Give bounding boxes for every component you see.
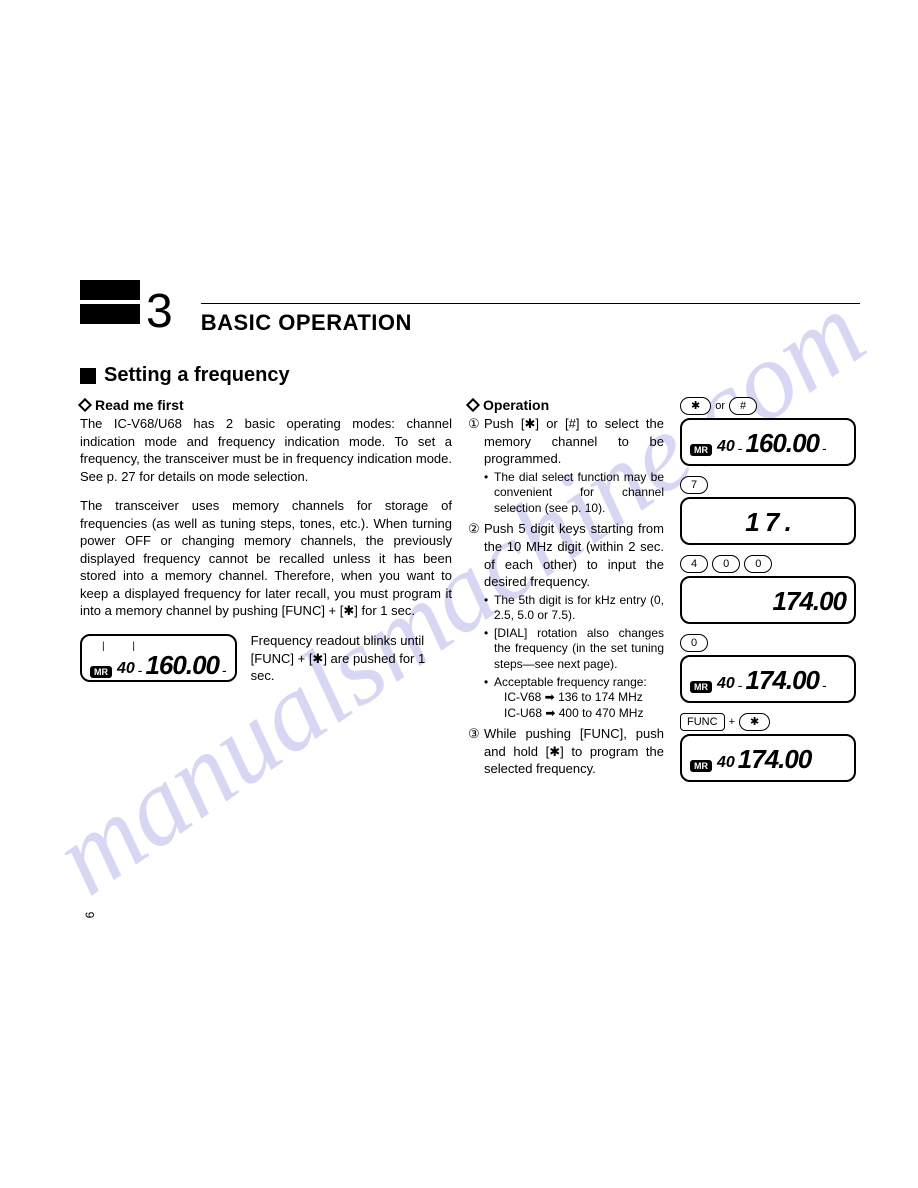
step-2-bullet-3: Acceptable frequency range: IC-V68 ➡ 136… — [484, 675, 664, 722]
read-first-heading: Read me first — [80, 397, 452, 413]
key-row-1: ✱ or # — [680, 397, 856, 415]
lcd-4: MR 40 - 174.00 - — [680, 655, 856, 703]
range-v68: IC-V68 ➡ 136 to 174 MHz — [504, 690, 664, 706]
mr-badge: MR — [690, 681, 712, 693]
lcd-note: Frequency readout blinks until [FUNC] + … — [251, 632, 452, 685]
lcd-example: | | MR 40 - 160.00 - — [80, 634, 237, 682]
key-row-4: 0 — [680, 634, 856, 652]
square-bullet-icon — [80, 368, 96, 384]
lcd-3: 174.00 — [680, 576, 856, 624]
lcd1-freq: 160.00 — [745, 430, 819, 456]
lcd-freq: 160.00 — [145, 652, 219, 678]
step-3-text: While pushing [FUNC], push and hold [✱] … — [484, 726, 664, 776]
operation-heading: Operation — [468, 397, 664, 413]
lcd-channel: 40 — [117, 660, 135, 678]
key-hash: # — [729, 397, 757, 415]
lcd-5: MR 40 174.00 — [680, 734, 856, 782]
lcd5-freq: 174.00 — [738, 746, 812, 772]
key-row-3: 4 0 0 — [680, 555, 856, 573]
diamond-icon — [78, 398, 92, 412]
key-4: 4 — [680, 555, 708, 573]
step-3: ③ While pushing [FUNC], push and hold [✱… — [468, 725, 664, 778]
diamond-icon — [466, 398, 480, 412]
lcd4-freq: 174.00 — [745, 667, 819, 693]
mr-badge: MR — [690, 444, 712, 456]
mid-column: Operation ① Push [✱] or [#] to select th… — [468, 397, 664, 792]
lcd5-ch: 40 — [717, 754, 735, 772]
mr-badge: MR — [90, 666, 112, 678]
step-2-text: Push 5 digit keys starting from the 10 M… — [484, 521, 664, 589]
step-2-bullet-2: [DIAL] rotation also changes the frequen… — [484, 626, 664, 673]
plus-label: + — [729, 716, 735, 728]
key-star-2: ✱ — [739, 713, 770, 731]
chapter-header: 3 BASIC OPERATION — [80, 280, 860, 336]
key-0c: 0 — [680, 634, 708, 652]
chapter-bars-icon — [80, 280, 140, 328]
key-row-5: FUNC + ✱ — [680, 713, 856, 731]
lcd3-freq: 174.00 — [772, 588, 846, 614]
key-row-2: 7 — [680, 476, 856, 494]
section-title-text: Setting a frequency — [104, 364, 290, 387]
left-column: Read me first The IC-V68/U68 has 2 basic… — [80, 397, 452, 792]
range-u68: IC-U68 ➡ 400 to 470 MHz — [504, 706, 664, 722]
chapter-number: 3 — [146, 288, 173, 336]
chapter-title: BASIC OPERATION — [201, 310, 860, 336]
page-number: 9 — [82, 912, 96, 919]
right-column: ✱ or # MR 40 - 160.00 - 7 — [680, 397, 856, 792]
intro-para-1: The IC-V68/U68 has 2 basic operating mod… — [80, 415, 452, 485]
step-1: ① Push [✱] or [#] to select the memory c… — [468, 415, 664, 516]
intro-para-2: The transceiver uses memory channels for… — [80, 497, 452, 620]
page-content: 3 BASIC OPERATION Setting a frequency Re… — [80, 280, 860, 792]
key-star: ✱ — [680, 397, 711, 415]
section-title: Setting a frequency — [80, 364, 860, 387]
key-0a: 0 — [712, 555, 740, 573]
lcd-1: MR 40 - 160.00 - — [680, 418, 856, 466]
read-first-label: Read me first — [95, 397, 184, 413]
lcd2-freq: 1 7 . — [745, 509, 791, 535]
operation-label: Operation — [483, 397, 549, 413]
step-2: ② Push 5 digit keys starting from the 10… — [468, 520, 664, 721]
lcd1-ch: 40 — [717, 438, 735, 456]
or-label: or — [715, 400, 725, 412]
lcd-2: 1 7 . — [680, 497, 856, 545]
lcd-example-row: | | MR 40 - 160.00 - Frequency readout b… — [80, 632, 452, 685]
key-0b: 0 — [744, 555, 772, 573]
key-7: 7 — [680, 476, 708, 494]
lcd4-ch: 40 — [717, 675, 735, 693]
mr-badge: MR — [690, 760, 712, 772]
step-1-bullet: The dial select function may be convenie… — [484, 470, 664, 517]
step-2-bullet-1: The 5th digit is for kHz entry (0, 2.5, … — [484, 593, 664, 624]
key-func: FUNC — [680, 713, 725, 731]
step-1-text: Push [✱] or [#] to select the memory cha… — [484, 416, 664, 466]
